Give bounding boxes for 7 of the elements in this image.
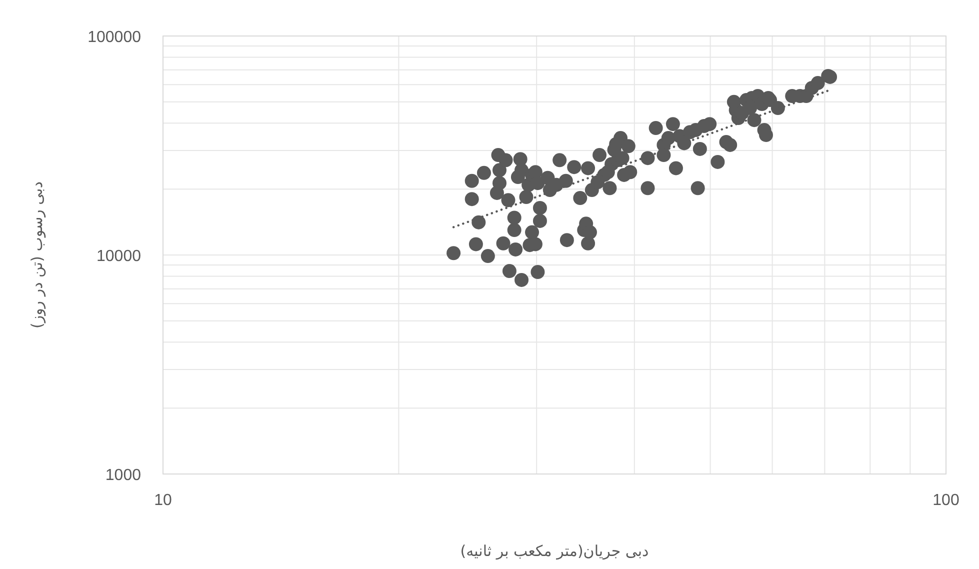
y-axis-title: دبی رسوب (تن در روز) xyxy=(28,181,46,329)
y-tick-label: 10000 xyxy=(96,248,142,265)
y-tick-label: 1000 xyxy=(105,467,142,484)
x-tick-label: 100 xyxy=(932,492,960,509)
x-tick-label: 10 xyxy=(154,492,172,509)
x-axis-title: دبی جریان(متر مکعب بر ثانیه) xyxy=(460,542,649,560)
y-tick-label: 100000 xyxy=(88,29,142,46)
